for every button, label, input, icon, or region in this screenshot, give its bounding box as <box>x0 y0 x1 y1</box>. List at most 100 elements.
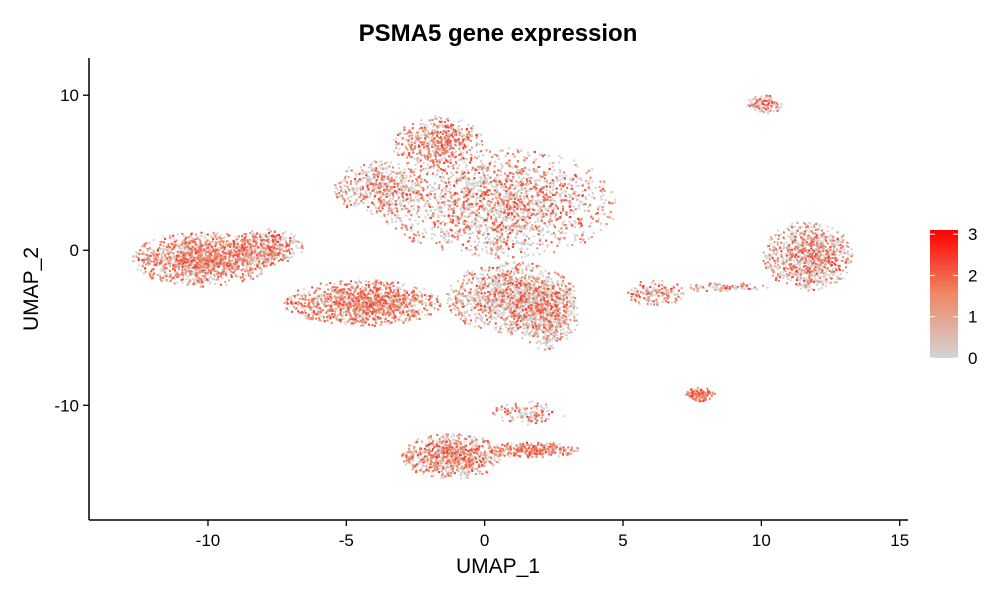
data-point <box>475 297 478 299</box>
data-point <box>437 304 440 307</box>
data-point <box>472 210 475 213</box>
data-point <box>509 333 512 336</box>
data-point <box>465 311 468 314</box>
data-point <box>499 283 502 286</box>
data-point <box>380 183 383 186</box>
data-point <box>599 229 602 232</box>
data-point <box>178 247 181 250</box>
data-point <box>210 243 213 246</box>
data-point <box>219 234 222 237</box>
data-point <box>285 236 287 239</box>
data-point <box>534 294 537 297</box>
data-point <box>226 269 228 272</box>
data-point <box>183 245 186 248</box>
data-point <box>230 248 233 251</box>
data-point <box>459 180 462 182</box>
data-point <box>551 186 554 189</box>
data-point <box>516 239 519 242</box>
data-point <box>351 189 354 192</box>
data-point <box>582 231 585 233</box>
data-point <box>165 272 168 275</box>
data-point <box>438 124 441 127</box>
data-point <box>515 193 518 196</box>
data-point <box>523 156 526 159</box>
data-point <box>251 229 253 232</box>
data-point <box>326 308 329 311</box>
data-point <box>494 177 497 179</box>
data-point <box>395 176 398 179</box>
data-point <box>579 200 582 203</box>
data-point <box>515 270 518 273</box>
data-point <box>552 307 555 310</box>
data-point <box>458 125 461 128</box>
data-point <box>447 203 450 206</box>
data-point <box>566 318 569 320</box>
data-point <box>514 242 517 244</box>
data-point <box>604 212 606 215</box>
data-point <box>322 301 325 304</box>
data-point <box>485 167 487 170</box>
data-point <box>439 197 442 200</box>
data-point <box>378 164 381 167</box>
data-point <box>406 196 409 199</box>
data-point <box>291 294 294 297</box>
data-point <box>499 298 501 301</box>
data-point <box>542 234 545 237</box>
data-point <box>475 194 478 197</box>
data-point <box>505 302 508 305</box>
data-point <box>408 136 411 139</box>
data-point <box>188 268 190 271</box>
data-point <box>512 206 515 209</box>
data-point <box>528 204 531 207</box>
data-point <box>529 293 532 296</box>
data-point <box>450 240 453 243</box>
data-point <box>452 200 455 203</box>
data-point <box>469 226 472 229</box>
data-point <box>190 241 193 244</box>
data-point <box>509 304 512 307</box>
data-point <box>432 186 435 189</box>
data-point <box>412 187 415 190</box>
data-point <box>513 322 516 325</box>
data-point <box>268 227 271 230</box>
data-point <box>447 149 450 151</box>
data-point <box>188 259 191 262</box>
data-point <box>259 262 262 265</box>
data-point <box>420 137 423 140</box>
data-point <box>542 275 545 278</box>
data-point <box>186 250 189 253</box>
data-point <box>521 270 524 273</box>
data-point <box>557 229 560 232</box>
data-point <box>339 293 342 296</box>
data-point <box>213 278 216 281</box>
data-point <box>507 179 510 182</box>
data-point <box>520 272 523 275</box>
data-point <box>519 310 522 313</box>
data-point <box>498 310 501 313</box>
data-point <box>482 172 484 175</box>
data-point <box>570 195 573 198</box>
data-point <box>463 215 466 218</box>
data-point <box>260 248 263 251</box>
data-point <box>479 273 482 275</box>
data-point <box>610 191 613 194</box>
data-point <box>260 236 263 239</box>
data-point <box>540 186 543 188</box>
data-point <box>538 276 541 279</box>
data-point <box>509 212 512 215</box>
data-point <box>527 211 530 214</box>
data-point <box>454 157 456 160</box>
data-point <box>552 188 555 191</box>
data-point <box>217 247 220 250</box>
data-point <box>261 250 264 252</box>
data-point <box>233 257 235 260</box>
data-point <box>467 123 470 126</box>
data-point <box>199 235 202 238</box>
data-point <box>465 164 468 167</box>
data-point <box>211 269 214 272</box>
data-point <box>565 333 568 336</box>
data-point <box>484 303 487 306</box>
data-point <box>457 308 460 311</box>
data-point <box>214 273 217 276</box>
data-point <box>227 249 230 251</box>
